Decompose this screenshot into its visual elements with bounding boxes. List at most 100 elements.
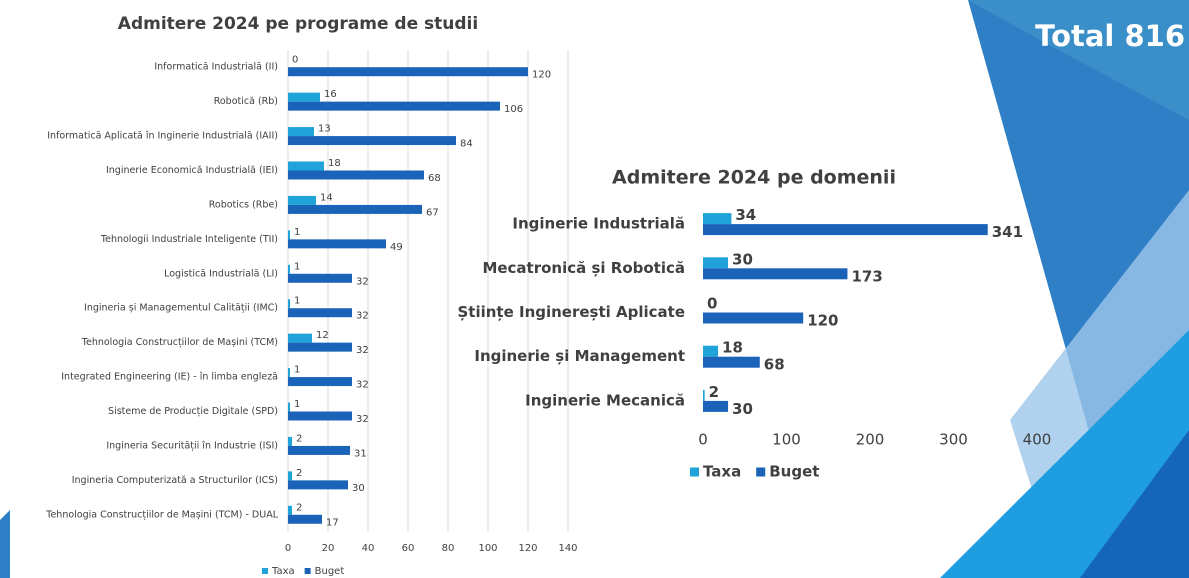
bar: [288, 67, 528, 76]
value-label: 2: [296, 468, 302, 479]
value-label: 30: [732, 250, 753, 268]
value-label: 1: [294, 261, 300, 272]
y-tick-label: Integrated Engineering (IE) - în limba e…: [61, 372, 278, 383]
y-tick-label: Inginerie Mecanică: [525, 391, 685, 409]
bar: [703, 357, 760, 368]
value-label: 120: [807, 312, 838, 330]
value-label: 32: [356, 276, 369, 287]
legend-label: Buget: [315, 566, 345, 577]
bar: [288, 368, 290, 377]
value-label: 68: [428, 173, 441, 184]
y-tick-label: Logistică Industrială (LI): [164, 268, 278, 279]
value-label: 120: [532, 70, 551, 81]
value-label: 18: [328, 158, 341, 169]
bar: [288, 446, 350, 455]
bar: [703, 313, 803, 324]
decor: [0, 510, 10, 578]
bar: [288, 480, 348, 489]
x-tick-label: 80: [442, 543, 455, 554]
value-label: 2: [296, 502, 302, 513]
value-label: 12: [316, 330, 329, 341]
value-label: 14: [320, 192, 333, 203]
x-tick-label: 120: [518, 543, 537, 554]
value-label: 68: [764, 356, 785, 374]
value-label: 106: [504, 104, 523, 115]
bar: [703, 390, 705, 401]
legend-label: Buget: [769, 463, 819, 481]
x-tick-label: 0: [698, 431, 708, 449]
value-label: 1: [294, 296, 300, 307]
bar: [288, 471, 292, 480]
value-label: 1: [294, 227, 300, 238]
bar: [703, 213, 731, 224]
x-tick-label: 300: [939, 431, 968, 449]
value-label: 1: [294, 399, 300, 410]
chart-title: Admitere 2024 pe programe de studii: [118, 14, 478, 34]
y-tick-label: Inginerie Industrială: [512, 215, 685, 233]
bar: [703, 346, 718, 357]
bar: [288, 299, 290, 308]
bar: [288, 412, 352, 421]
y-tick-label: Sisteme de Producție Digitale (SPD): [108, 406, 278, 417]
legend-swatch: [305, 568, 311, 574]
bar: [288, 506, 292, 515]
bar: [703, 268, 847, 279]
value-label: 32: [356, 345, 369, 356]
bar: [288, 515, 322, 524]
y-tick-label: Inginerie Economică Industrială (IEI): [106, 165, 278, 176]
y-tick-label: Ingineria Computerizată a Structurilor (…: [72, 475, 278, 486]
page: {"header": {"title": "Total 816"}, "char…: [0, 0, 1189, 578]
bar: [288, 308, 352, 317]
y-tick-label: Informatică Industrială (II): [154, 62, 278, 73]
bar: [288, 171, 424, 180]
value-label: 2: [709, 383, 719, 401]
y-tick-label: Tehnologia Construcțiilor de Mașini (TCM…: [81, 337, 278, 348]
bar: [288, 102, 500, 111]
bar: [288, 403, 290, 412]
value-label: 16: [324, 89, 337, 100]
y-tick-label: Robotics (Rbe): [209, 199, 278, 210]
bar: [288, 239, 386, 248]
x-tick-label: 140: [558, 543, 577, 554]
y-tick-label: Robotică (Rb): [214, 96, 278, 107]
value-label: 30: [352, 483, 365, 494]
chart-title: Admitere 2024 pe domenii: [612, 167, 896, 189]
x-tick-label: 100: [478, 543, 497, 554]
value-label: 34: [735, 206, 756, 224]
bar: [288, 205, 422, 214]
bar: [703, 257, 728, 268]
bar: [703, 224, 988, 235]
value-label: 173: [851, 267, 882, 285]
legend-label: Taxa: [703, 463, 741, 481]
x-tick-label: 20: [322, 543, 335, 554]
value-label: 31: [354, 448, 367, 459]
y-tick-label: Tehnologia Construcțiilor de Mașini (TCM…: [45, 509, 278, 520]
legend-label: Taxa: [271, 566, 295, 577]
value-label: 341: [992, 223, 1023, 241]
value-label: 49: [390, 242, 403, 253]
slide: Total 816 Admitere 2024 pe programe de s…: [0, 0, 1189, 578]
y-tick-label: Tehnologii Industriale Inteligente (TII): [100, 234, 278, 245]
legend-swatch: [262, 568, 268, 574]
value-label: 17: [326, 517, 339, 528]
value-label: 30: [732, 400, 753, 418]
legend-swatch: [690, 468, 699, 477]
bar: [288, 196, 316, 205]
y-tick-label: Inginerie și Management: [474, 347, 685, 365]
bar: [288, 334, 312, 343]
bar: [288, 136, 456, 145]
x-tick-label: 60: [402, 543, 415, 554]
value-label: 84: [460, 139, 473, 150]
y-tick-label: Științe Inginerești Aplicate: [457, 303, 685, 321]
value-label: 32: [356, 311, 369, 322]
x-tick-label: 200: [856, 431, 885, 449]
value-label: 67: [426, 207, 439, 218]
bar: [288, 93, 320, 102]
x-tick-label: 400: [1023, 431, 1052, 449]
y-tick-label: Ingineria Securității în Industrie (ISI): [106, 440, 278, 451]
value-label: 18: [722, 339, 743, 357]
x-tick-label: 40: [362, 543, 375, 554]
bar: [288, 127, 314, 136]
bar: [288, 274, 352, 283]
value-label: 0: [707, 295, 717, 313]
